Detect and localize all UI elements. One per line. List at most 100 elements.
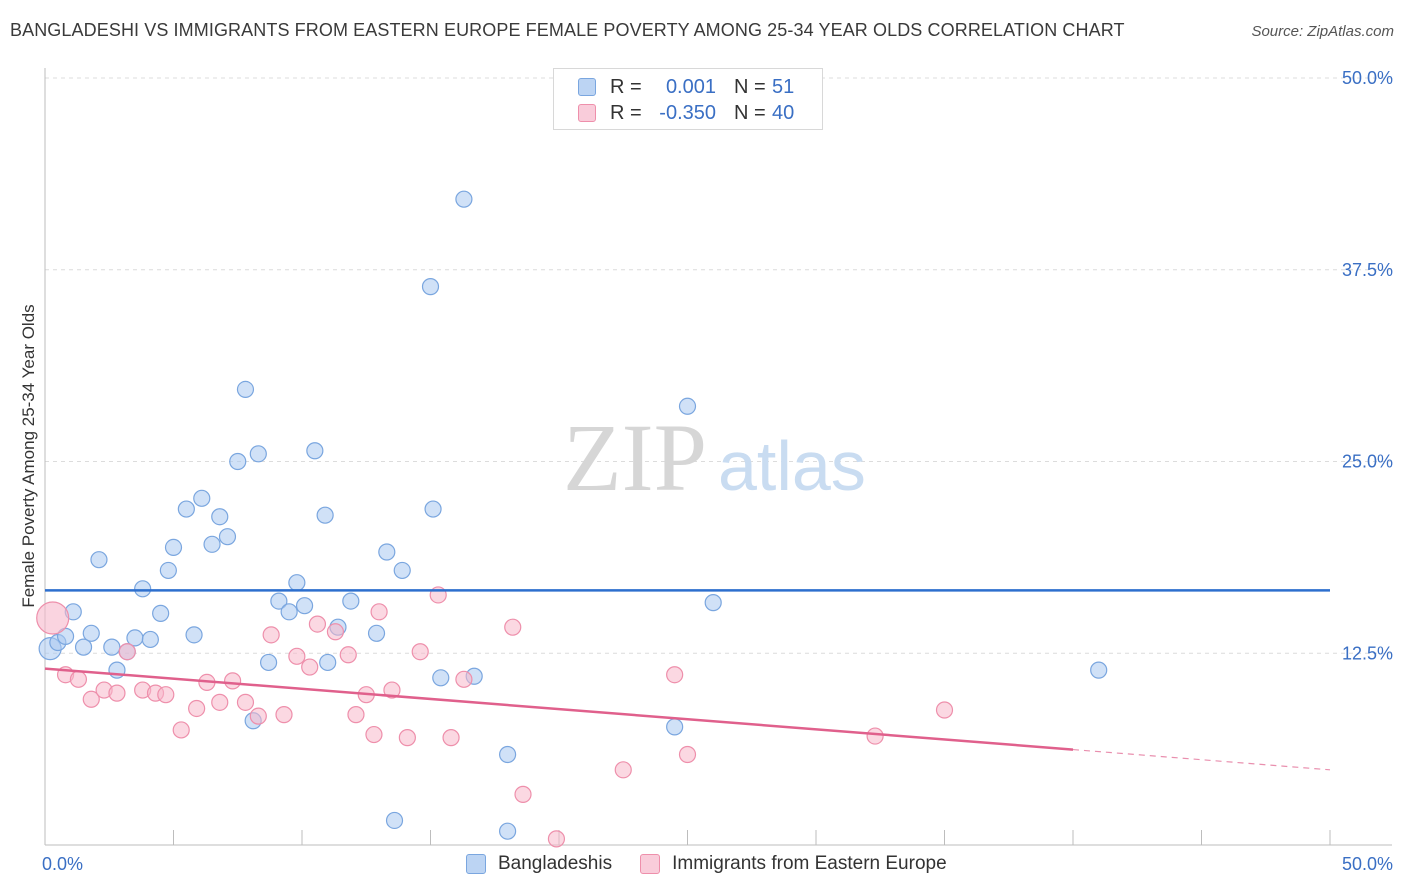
eastern-europe-point <box>365 725 383 744</box>
eastern-europe-point <box>211 693 229 711</box>
bangladeshi-point <box>295 597 314 615</box>
eastern-europe-point <box>157 686 175 704</box>
bangladeshi-point <box>393 561 411 580</box>
watermark: ZIP atlas <box>563 404 866 511</box>
bangladeshi-point <box>499 822 517 840</box>
bangladeshi-point <box>74 638 93 656</box>
eastern-europe-point <box>339 646 357 664</box>
series-legend-item-eastern-europe: Immigrants from Eastern Europe <box>640 853 947 875</box>
eastern-europe-point <box>455 670 473 688</box>
eastern-europe-trend-extension <box>1072 748 1331 771</box>
eastern-europe-point <box>547 830 566 848</box>
eastern-europe-point <box>935 701 954 719</box>
bangladeshi-point <box>499 745 517 764</box>
eastern-europe-point <box>614 761 632 779</box>
eastern-europe-point <box>288 647 306 665</box>
bangladeshi-point <box>203 535 221 553</box>
legend-row-bangladeshis: R = 0.001 N = 51 <box>578 75 794 99</box>
bangladeshi-point <box>177 500 195 518</box>
bangladeshi-point <box>211 508 229 526</box>
bangladeshi-point <box>378 543 396 561</box>
legend-n-label: N = <box>734 101 766 124</box>
bangladeshi-point <box>185 626 203 644</box>
bangladeshi-point <box>236 380 255 399</box>
legend-r-label: R = <box>610 75 642 98</box>
eastern-europe-trend-line <box>44 667 1074 751</box>
grid-layer <box>45 77 1392 654</box>
legend-row-eastern-europe: R = -0.350 N = 40 <box>578 101 794 125</box>
eastern-europe-point <box>398 729 416 747</box>
bangladeshi-point <box>82 624 100 642</box>
y-tick-label: 12.5% <box>1342 643 1393 663</box>
series-legend: Bangladeshis Immigrants from Eastern Eur… <box>466 852 975 876</box>
legend-n-value: 40 <box>772 101 795 124</box>
eastern-europe-point <box>514 785 532 803</box>
series-legend-item-bangladeshis: Bangladeshis <box>466 853 612 875</box>
eastern-europe-point <box>188 699 206 718</box>
bangladeshi-point <box>704 594 722 612</box>
bangladeshi-point <box>367 624 386 642</box>
bangladeshi-point <box>270 592 288 610</box>
bangladeshi-point <box>306 442 324 460</box>
bangladeshi-point <box>280 603 298 621</box>
bangladeshi-point <box>316 506 334 524</box>
series-swatch-blue <box>466 854 486 874</box>
eastern-europe-point <box>411 643 429 661</box>
eastern-europe-point <box>301 658 319 676</box>
y-axis-title: Female Poverty Among 25-34 Year Olds <box>19 304 38 607</box>
legend-r-label: R = <box>610 101 642 124</box>
bangladeshi-point <box>678 397 697 415</box>
bangladeshi-point <box>432 669 450 687</box>
y-tick-label: 50.0% <box>1342 68 1393 88</box>
bangladeshi-point <box>1090 661 1108 679</box>
eastern-europe-point <box>370 603 388 621</box>
eastern-europe-point <box>866 727 884 745</box>
eastern-europe-point <box>504 618 522 636</box>
bangladeshi-point <box>342 592 360 610</box>
eastern-europe-point <box>172 721 190 739</box>
eastern-europe-point <box>36 601 70 635</box>
bangladeshi-point <box>249 445 267 463</box>
bangladeshi-point <box>90 551 108 569</box>
points-layer <box>36 190 1108 848</box>
x-tick-label: 50.0% <box>1342 854 1393 874</box>
eastern-europe-point <box>308 615 327 633</box>
eastern-europe-point <box>82 690 100 708</box>
bangladeshi-point <box>141 630 159 649</box>
axis-layer <box>44 68 1392 846</box>
legend-swatch-pink <box>578 104 596 122</box>
eastern-europe-point <box>69 670 88 688</box>
eastern-europe-point <box>347 706 365 724</box>
bangladeshi-point <box>193 489 211 507</box>
source-label: Source: ZipAtlas.com <box>1251 23 1394 40</box>
eastern-europe-point <box>442 729 460 747</box>
correlation-legend: R = 0.001 N = 51 R = -0.350 N = 40 <box>553 68 823 130</box>
label-layer: 12.5% 25.0% 37.5% 50.0% 0.0% 50.0% Female Pove… <box>19 68 1393 874</box>
bangladeshi-point <box>103 638 121 656</box>
eastern-europe-point <box>678 745 697 764</box>
eastern-europe-point <box>262 626 280 644</box>
trend-layer <box>44 589 1331 771</box>
eastern-europe-point <box>118 643 136 661</box>
bangladeshi-point <box>134 580 152 598</box>
bangladeshi-point <box>229 452 247 471</box>
eastern-europe-point <box>666 666 684 684</box>
chart-title: BANGLADESHI VS IMMIGRANTS FROM EASTERN E… <box>10 20 1125 40</box>
bangladeshi-point <box>159 561 177 580</box>
eastern-europe-point <box>326 623 345 641</box>
eastern-europe-point <box>383 681 401 699</box>
bangladeshi-point <box>666 718 684 736</box>
bangladeshi-point <box>385 811 404 830</box>
eastern-europe-point <box>236 693 255 711</box>
watermark-atlas: atlas <box>718 427 866 505</box>
y-tick-label: 25.0% <box>1342 452 1393 472</box>
bangladeshi-point <box>319 653 337 672</box>
series-swatch-pink <box>640 854 661 874</box>
bangladeshi-point <box>424 500 442 518</box>
legend-n-label: N = <box>734 75 766 98</box>
bangladeshi-point <box>421 278 440 296</box>
eastern-europe-point <box>249 707 267 725</box>
bangladeshi-point <box>288 574 306 592</box>
y-tick-label: 37.5% <box>1342 260 1393 280</box>
